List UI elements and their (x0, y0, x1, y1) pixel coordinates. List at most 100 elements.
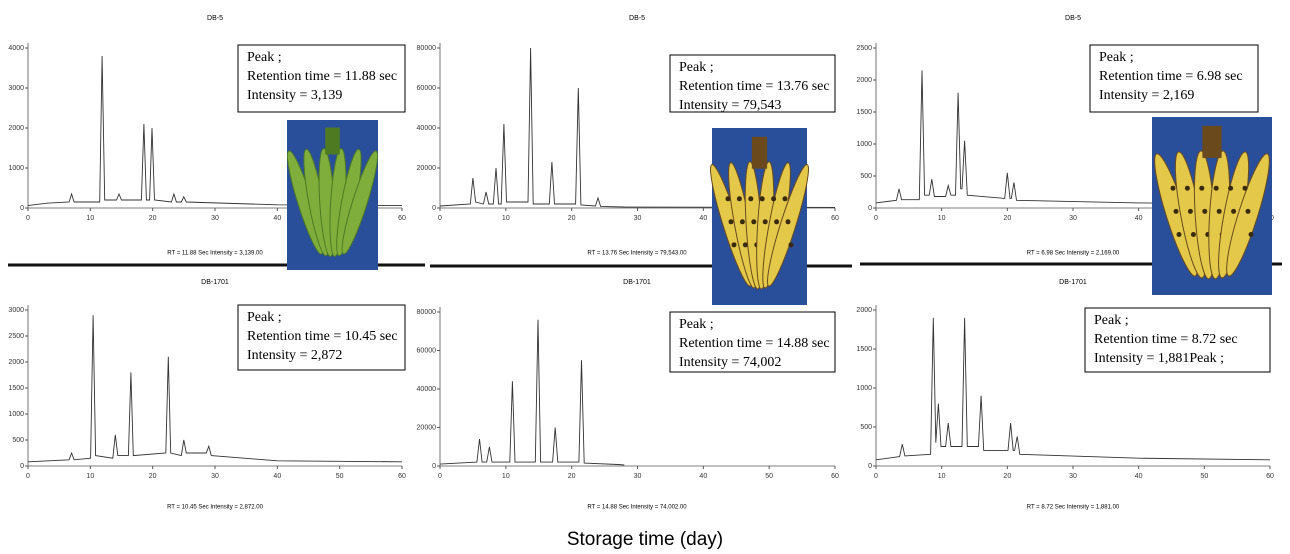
spot (789, 242, 794, 247)
y-tick-label tick: 1000 (856, 141, 872, 148)
x-tick-label: 20 (568, 473, 576, 480)
spot (763, 219, 768, 224)
spot (1243, 186, 1248, 191)
spot (1177, 232, 1182, 237)
x-tick-label: 60 (398, 215, 406, 222)
y-tick-label tick: 3000 (8, 307, 24, 314)
y-tick-label tick: 2000 (8, 125, 24, 132)
x-tick-label: 10 (938, 473, 946, 480)
spot (732, 242, 737, 247)
x-tick-label: 50 (336, 473, 344, 480)
caption: RT = 6.98 Sec Intensity = 2,169.00 (1027, 251, 1120, 257)
annotation-line: Retention time = 14.88 sec (679, 336, 830, 351)
spot (1188, 209, 1193, 214)
x-tick-label: 20 (1003, 215, 1011, 222)
spot (1199, 186, 1204, 191)
spot (726, 196, 731, 201)
x-tick-label: 60 (398, 473, 406, 480)
x-tick-label: 40 (1135, 473, 1143, 480)
banana-photo (282, 120, 383, 270)
annotation-line: Retention time = 6.98 sec (1099, 69, 1243, 84)
x-tick-label: 30 (211, 215, 219, 222)
y-tick-label tick: 0 (432, 205, 436, 212)
caption: RT = 14.88 Sec Intensity = 74,002.00 (587, 505, 687, 511)
page: Storage time (day) DB-501000200030004000… (0, 0, 1290, 554)
spot (1174, 209, 1179, 214)
annotation-line: Intensity = 1,881Peak ; (1094, 351, 1224, 366)
y-tick-label tick: 3000 (8, 85, 24, 92)
y-tick-label tick: 2000 (8, 359, 24, 366)
x-tick-label: 40 (1135, 215, 1143, 222)
x-tick-label: 0 (438, 473, 442, 480)
y-tick-label tick: 20000 (417, 165, 437, 172)
spot (760, 196, 765, 201)
y-tick-label tick: 40000 (417, 386, 437, 393)
spot (771, 196, 776, 201)
spot (737, 196, 742, 201)
annotation-line: Peak ; (1099, 50, 1134, 65)
chart-title: DB-5 (207, 15, 223, 22)
x-tick-label: 30 (1069, 473, 1077, 480)
annotation-line: Retention time = 11.88 sec (247, 69, 397, 84)
x-tick-label: 50 (765, 473, 773, 480)
y-tick-label tick: 0 (20, 463, 24, 470)
annotation-line: Intensity = 2,872 (247, 348, 342, 363)
banana-photo (705, 128, 815, 305)
x-tick-label: 20 (1003, 473, 1011, 480)
x-tick-label: 10 (86, 473, 94, 480)
y-tick-label tick: 500 (12, 437, 24, 444)
spot (783, 196, 788, 201)
x-tick-label: 30 (634, 473, 642, 480)
y-tick-label tick: 40000 (417, 125, 437, 132)
x-tick-label: 0 (874, 215, 878, 222)
x-tick-label: 30 (211, 473, 219, 480)
spot (1246, 209, 1251, 214)
y-tick-label tick: 1500 (8, 385, 24, 392)
trace (440, 320, 624, 465)
spot (751, 219, 756, 224)
y-tick-label tick: 1000 (856, 385, 872, 392)
stem (325, 128, 340, 155)
y-tick-label tick: 2000 (856, 77, 872, 84)
y-tick-label tick: 1500 (856, 109, 872, 116)
y-tick-label tick: 2000 (856, 307, 872, 314)
annotation-line: Intensity = 3,139 (247, 88, 342, 103)
chart-title: DB-5 (629, 15, 645, 22)
annotation-line: Retention time = 8.72 sec (1094, 332, 1238, 347)
x-tick-label: 0 (438, 215, 442, 222)
y-tick-label tick: 500 (860, 424, 872, 431)
x-tick-label: 10 (938, 215, 946, 222)
spot (1249, 232, 1254, 237)
y-tick-label tick: 0 (432, 463, 436, 470)
y-tick-label tick: 0 (868, 463, 872, 470)
y-tick-label tick: 4000 (8, 45, 24, 52)
spot (748, 196, 753, 201)
x-tick-label: 40 (273, 473, 281, 480)
y-tick-label tick: 0 (868, 205, 872, 212)
y-tick-label tick: 1500 (856, 346, 872, 353)
x-tick-label: 10 (502, 215, 510, 222)
y-tick-label tick: 60000 (417, 85, 437, 92)
spot (1171, 186, 1176, 191)
stem (1202, 126, 1221, 158)
x-tick-label: 30 (1069, 215, 1077, 222)
y-tick-label tick: 2500 (8, 333, 24, 340)
x-tick-label: 60 (1266, 473, 1274, 480)
spot (729, 219, 734, 224)
caption: RT = 10.45 Sec Intensity = 2,872.00 (167, 505, 264, 511)
annotation-line: Intensity = 79,543 (679, 98, 781, 113)
spot (774, 219, 779, 224)
chart-title: DB-5 (1065, 15, 1081, 22)
annotation-line: Peak ; (679, 317, 714, 332)
chart-title: DB-1701 (623, 279, 651, 286)
annotation-line: Retention time = 10.45 sec (247, 329, 398, 344)
spot (1202, 209, 1207, 214)
stem (752, 137, 767, 169)
x-tick-label: 0 (26, 473, 30, 480)
annotation-line: Peak ; (247, 50, 282, 65)
spot (1185, 186, 1190, 191)
x-tick-label: 60 (831, 473, 839, 480)
y-tick-label tick: 80000 (417, 45, 437, 52)
y-tick-label tick: 20000 (417, 424, 437, 431)
x-tick-label: 10 (502, 473, 510, 480)
